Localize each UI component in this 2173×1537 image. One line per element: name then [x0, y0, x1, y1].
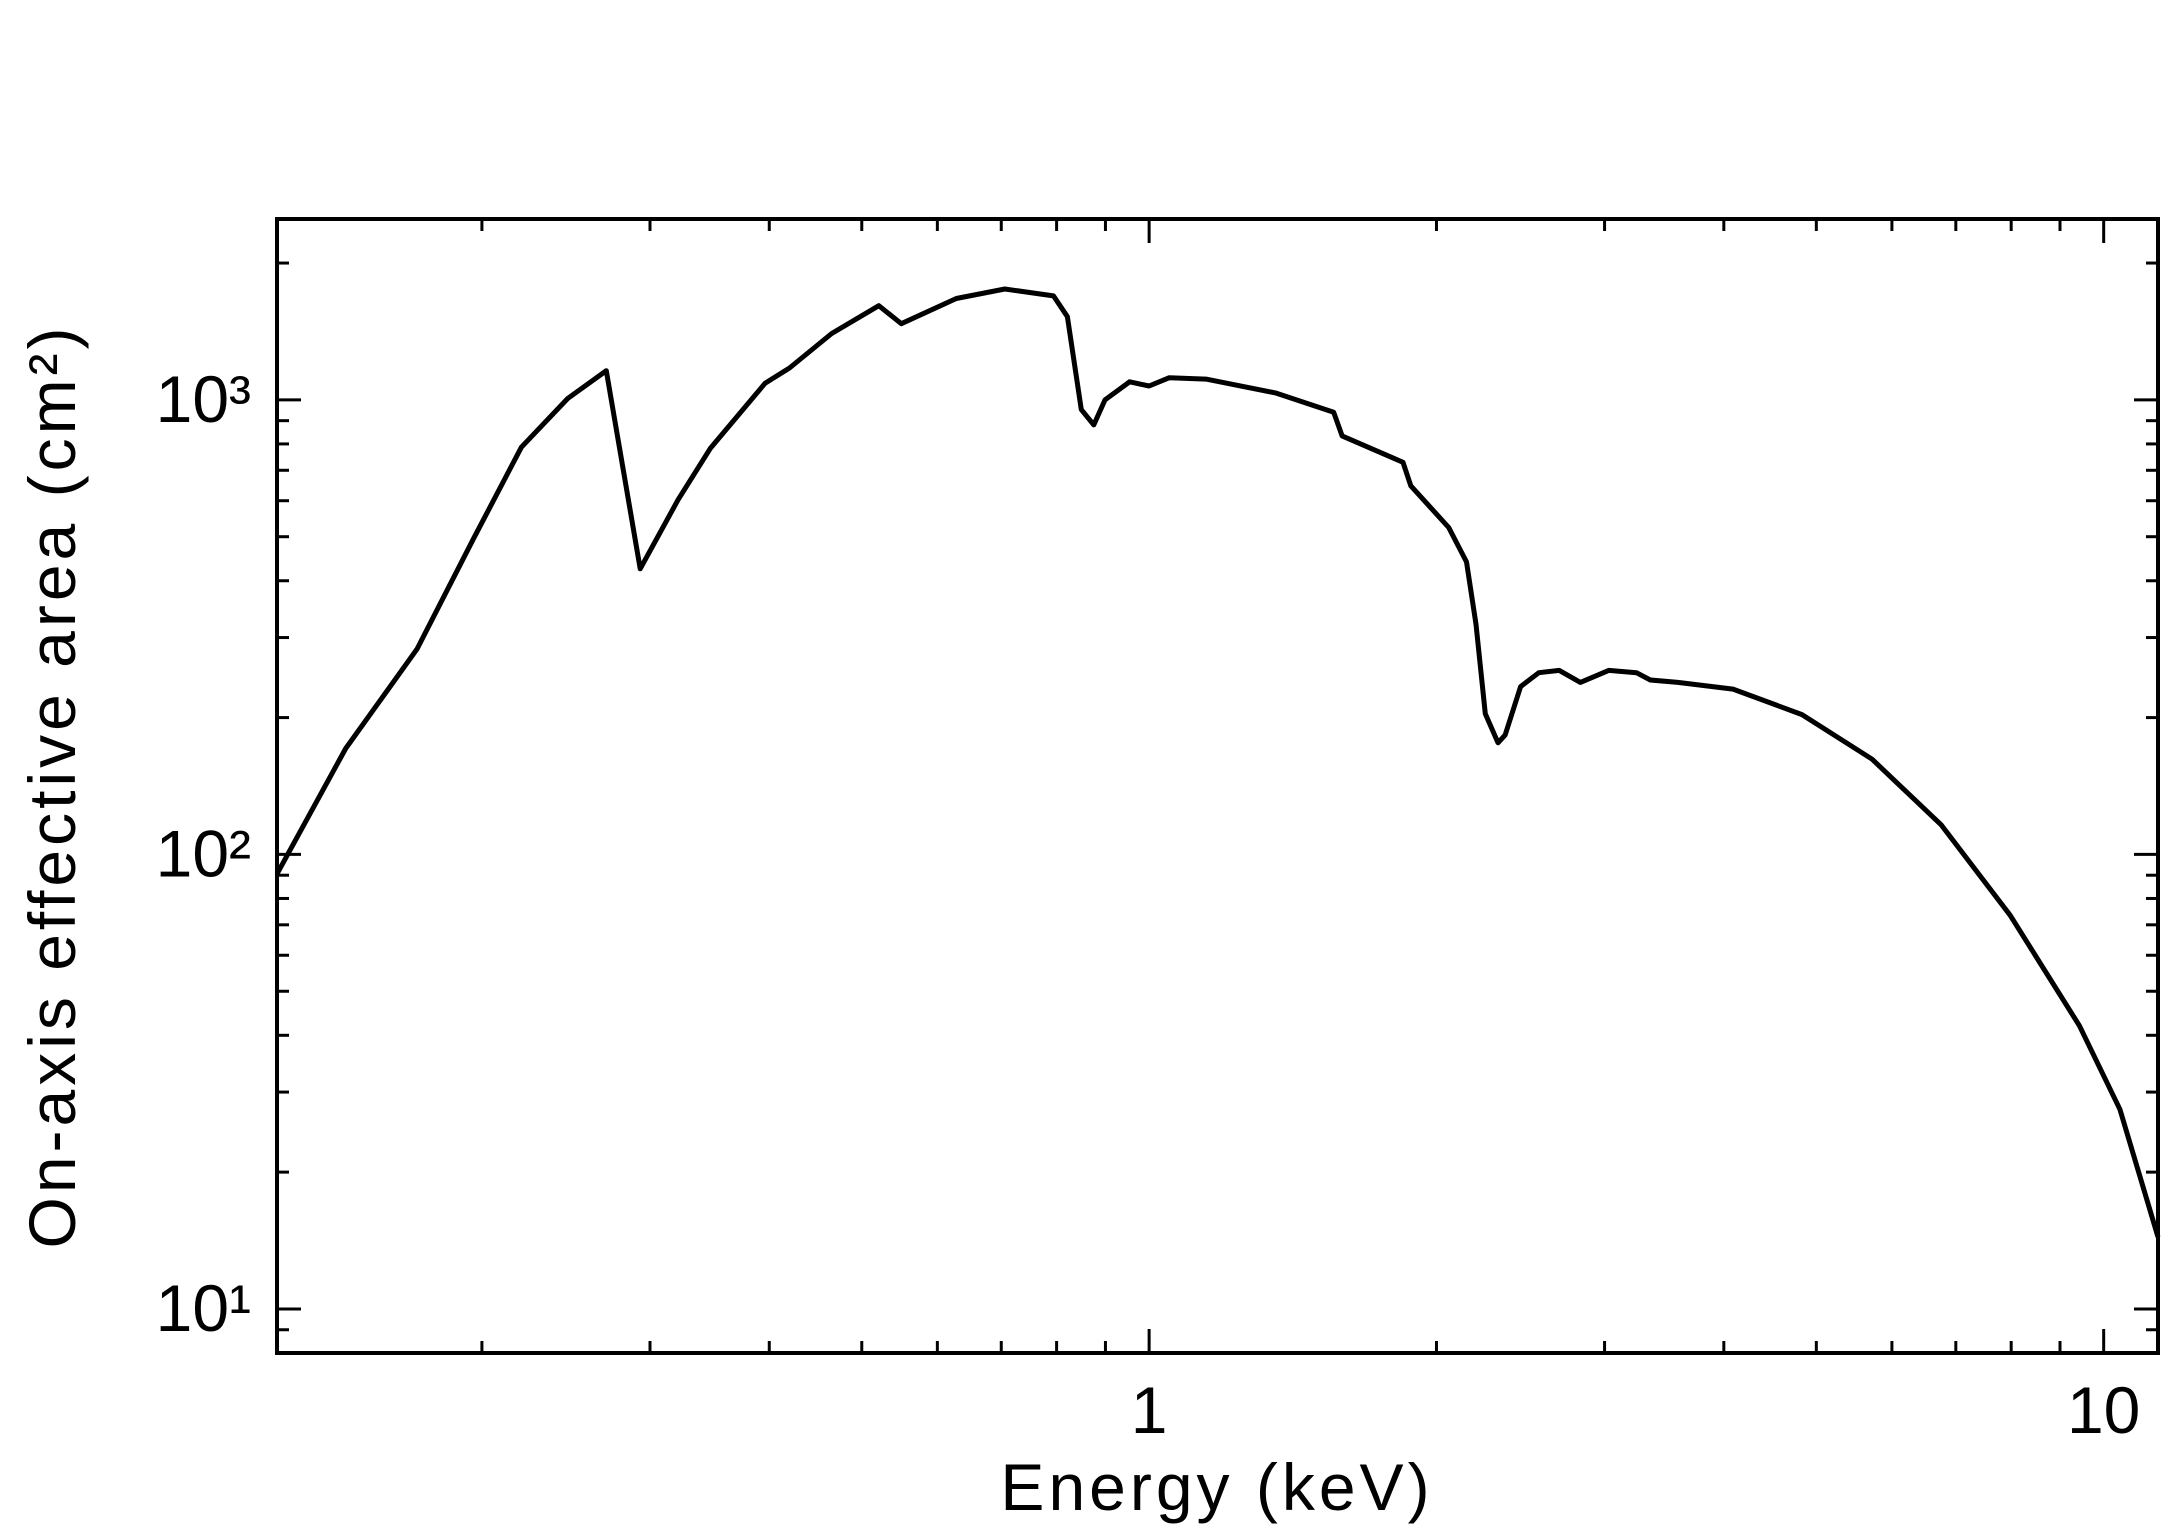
y-tick-label: 10³ [156, 362, 251, 436]
x-tick-label: 1 [1131, 1373, 1168, 1447]
x-tick-label: 10 [2067, 1373, 2140, 1447]
plot-frame [275, 217, 2160, 1355]
data-line [274, 286, 2161, 1238]
x-axis-title: Energy (keV) [1000, 1450, 1433, 1524]
y-axis-title: On-axis effective area (cm²) [15, 323, 89, 1248]
y-tick-label: 10² [156, 816, 251, 890]
y-tick-label: 10¹ [156, 1271, 251, 1345]
